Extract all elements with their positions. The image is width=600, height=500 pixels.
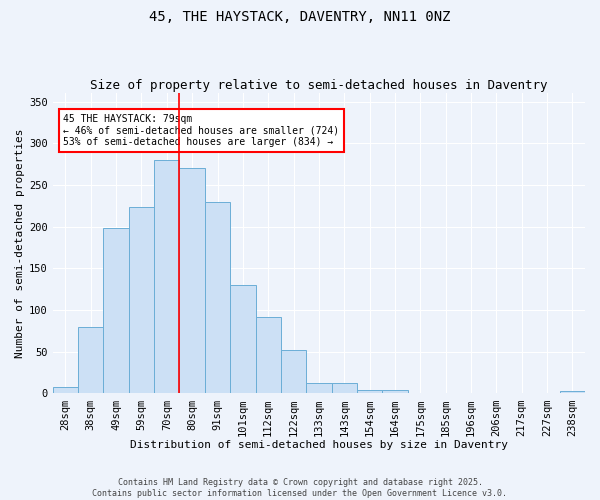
Bar (78, 326, 103, 394)
Bar (179, 168, 205, 394)
Bar (484, 392, 509, 394)
Bar (382, 390, 407, 394)
Text: Contains HM Land Registry data © Crown copyright and database right 2025.
Contai: Contains HM Land Registry data © Crown c… (92, 478, 508, 498)
Bar (53, 387, 78, 394)
Bar (154, 160, 179, 394)
Bar (256, 316, 281, 394)
Title: Size of property relative to semi-detached houses in Daventry: Size of property relative to semi-detach… (90, 79, 548, 92)
Bar (306, 384, 332, 394)
Text: 45 THE HAYSTACK: 79sqm
← 46% of semi-detached houses are smaller (724)
53% of se: 45 THE HAYSTACK: 79sqm ← 46% of semi-det… (64, 114, 340, 148)
Bar (103, 228, 129, 394)
Y-axis label: Number of semi-detached properties: Number of semi-detached properties (15, 128, 25, 358)
Bar (332, 384, 357, 394)
Bar (205, 202, 230, 394)
X-axis label: Distribution of semi-detached houses by size in Daventry: Distribution of semi-detached houses by … (130, 440, 508, 450)
Bar (433, 392, 458, 394)
Bar (129, 206, 154, 394)
Bar (230, 285, 256, 394)
Bar (560, 391, 585, 394)
Text: 45, THE HAYSTACK, DAVENTRY, NN11 0NZ: 45, THE HAYSTACK, DAVENTRY, NN11 0NZ (149, 10, 451, 24)
Bar (357, 390, 382, 394)
Bar (281, 350, 306, 394)
